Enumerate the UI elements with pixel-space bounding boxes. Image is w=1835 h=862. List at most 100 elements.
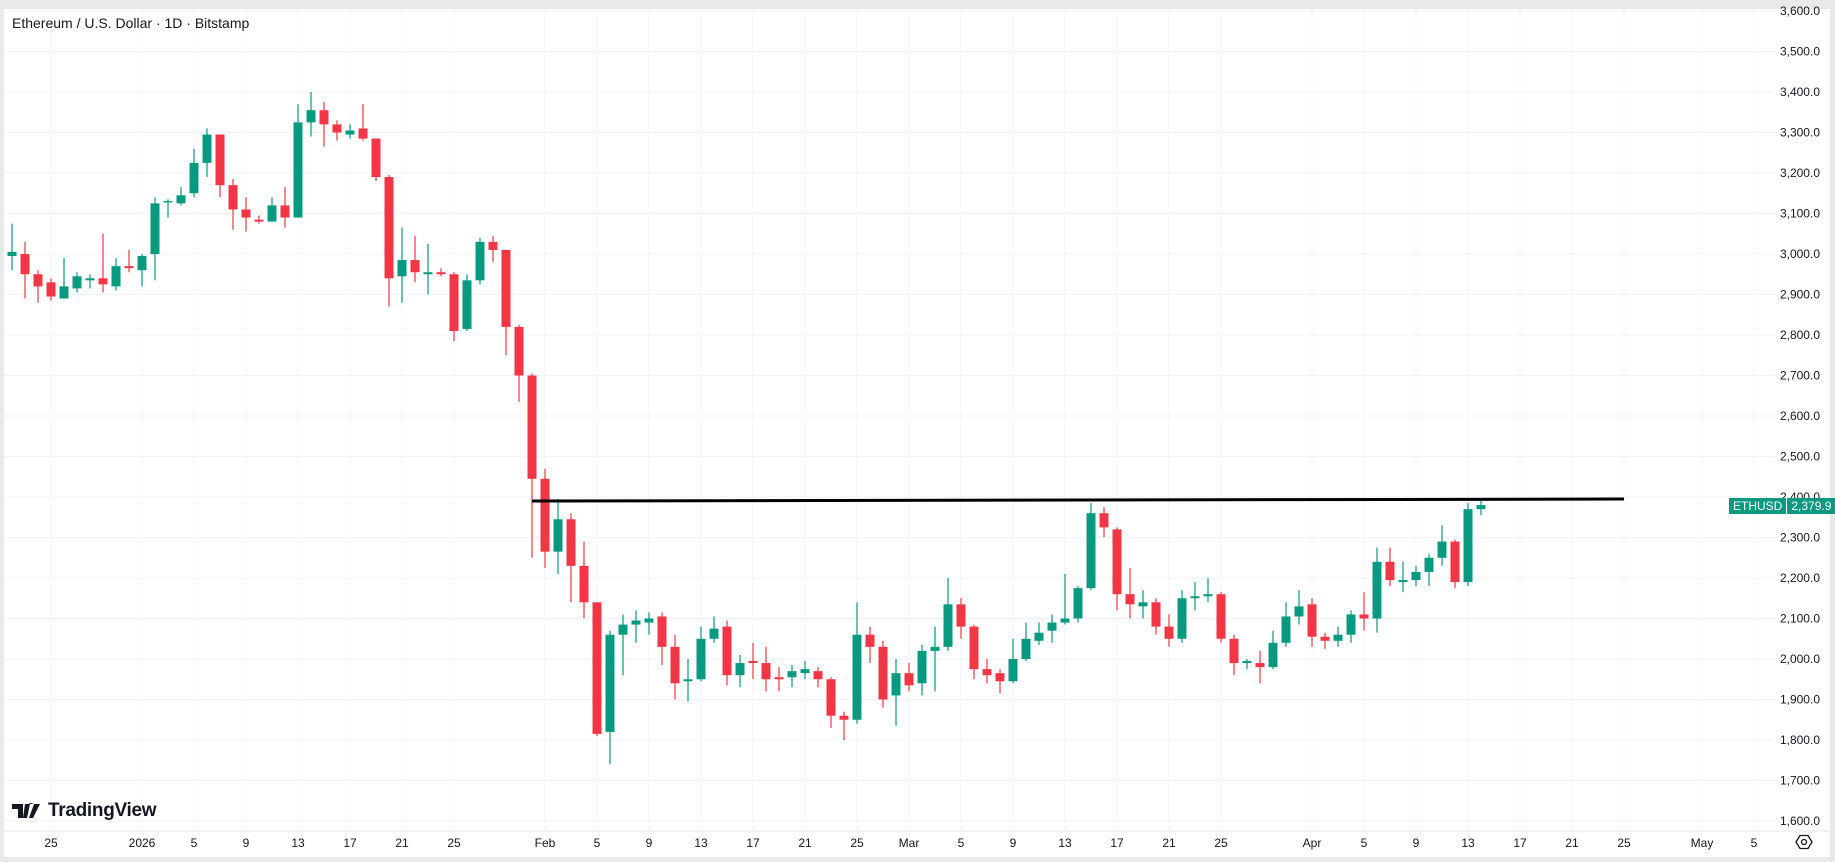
last-price-value: 2,379.9 [1787,498,1835,514]
candle [1411,565,1421,587]
candle-body [137,256,147,271]
candle-body [72,276,82,289]
candle-body [748,661,758,664]
candle [1099,507,1109,538]
candle [254,215,264,224]
candle [644,612,654,635]
candle-body [1060,618,1070,623]
candle-body [826,679,836,716]
candle-body [1320,636,1330,641]
candle [930,626,940,692]
candle [631,610,641,643]
tradingview-logo[interactable]: TradingView [12,800,157,822]
x-tick-label: 25 [1617,836,1631,850]
candle-body [202,134,212,163]
candle [85,274,95,289]
candle [1385,547,1395,587]
y-tick-label: 3,500.0 [1780,45,1820,59]
x-tick-label: 25 [44,836,58,850]
candle-body [800,669,810,674]
chart-panel[interactable] [4,9,1830,857]
candle-body [1398,580,1408,583]
y-tick-label: 1,800.0 [1780,733,1820,747]
x-tick-label: 17 [746,836,760,850]
x-tick-label: 13 [1058,836,1072,850]
candle [1463,503,1473,587]
candle-body [1437,541,1447,558]
x-tick-label: 9 [1413,836,1420,850]
x-tick-label: 17 [1110,836,1124,850]
candle [7,223,17,271]
resistance-trend-line [531,497,1625,503]
candle-body [683,679,693,682]
x-tick-label: Mar [899,836,920,850]
candle [1476,501,1486,516]
candle-body [1463,509,1473,583]
candle [332,120,342,141]
candle-body [1424,557,1434,572]
candle-body [709,628,719,639]
candle [1307,598,1317,647]
candle-body [1268,642,1278,668]
candle-body [514,326,524,376]
y-tick-label: 3,200.0 [1780,166,1820,180]
candle [982,659,992,684]
candle [1268,630,1278,670]
candle [605,630,615,765]
candle [72,272,82,293]
x-tick-label: 21 [395,836,409,850]
candle [1125,567,1135,619]
x-tick-label: 5 [191,836,198,850]
candle [1424,553,1434,587]
candle [1281,602,1291,647]
candle-body [241,209,251,218]
candle-body [618,624,628,635]
candle-body [566,519,576,566]
y-tick-label: 2,600.0 [1780,409,1820,423]
candle [1359,592,1369,631]
candle-body [189,162,199,194]
candle-body [85,278,95,281]
x-tick-label: 13 [291,836,305,850]
candle [501,249,511,356]
candle-body [956,604,966,627]
x-tick-label: 5 [594,836,601,850]
candle-body [176,195,186,204]
candle-body [1073,588,1083,619]
candle [475,237,485,285]
candle [774,667,784,692]
candle [787,665,797,688]
candle-body [111,266,121,287]
candle-body [865,634,875,647]
candle [1151,598,1161,635]
candle [1320,632,1330,649]
candle [137,254,147,287]
candle-body [124,266,134,269]
candle [839,711,849,740]
candle-body [254,219,264,222]
settings-icon[interactable] [1795,833,1813,851]
candle-body [33,274,43,287]
candle-body [969,626,979,670]
candle-body [696,638,706,680]
candle [735,654,745,688]
candle [1034,622,1044,645]
x-tick-label: 21 [798,836,812,850]
candle [1216,592,1226,643]
candle-body [449,274,459,331]
candle-body [1034,632,1044,641]
candle [657,612,667,666]
candle [488,235,498,263]
candle [722,620,732,686]
candle [761,646,771,692]
candle [267,197,277,222]
candle [527,373,537,558]
candle-body [787,671,797,678]
candle-body [46,282,56,297]
candle-body [852,634,862,720]
candle-body [1125,594,1135,605]
candle [33,270,43,303]
candle-body [306,110,316,123]
candle-body [540,478,550,552]
